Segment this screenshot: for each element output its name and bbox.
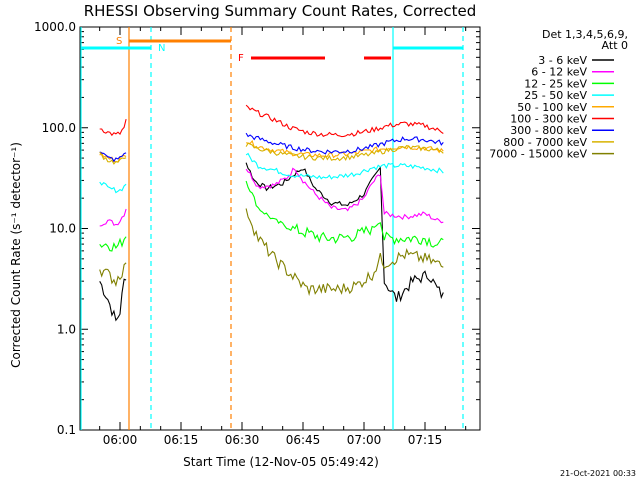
series-line-6 xyxy=(245,132,444,155)
y-tick-label: 1000.0 xyxy=(34,20,76,34)
legend-header: Att 0 xyxy=(602,39,628,52)
series-line-5 xyxy=(245,104,444,138)
legend-header: Det 1,3,4,5,6,9, xyxy=(542,28,628,41)
y-axis-label: Corrected Count Rate (s⁻¹ detector⁻¹) xyxy=(9,142,23,368)
x-axis-label: Start Time (12-Nov-05 05:49:42) xyxy=(183,455,379,469)
flag-label-s: S xyxy=(116,36,122,47)
legend-label: 6 - 12 keV xyxy=(531,66,587,79)
legend-label: 800 - 7000 keV xyxy=(503,136,587,149)
series-line-0 xyxy=(245,162,444,303)
series-line-2 xyxy=(99,236,127,252)
x-tick-label: 06:45 xyxy=(286,433,321,447)
series-line-7 xyxy=(99,151,127,165)
y-tick-label: 100.0 xyxy=(42,121,76,135)
series-line-3 xyxy=(99,181,127,194)
x-tick-label: 06:00 xyxy=(103,433,138,447)
plot-frame xyxy=(79,26,481,431)
axes: 0.1 1.0 10.0 100.0 1000.0 06:00 06:15 06:30 06:4… xyxy=(34,20,481,447)
flag-label-f: F xyxy=(238,53,244,64)
y-tick-label: 10.0 xyxy=(49,222,76,236)
x-tick-label: 07:00 xyxy=(347,433,382,447)
legend-label: 25 - 50 keV xyxy=(524,89,587,102)
series-line-0 xyxy=(99,278,127,322)
series-line-2 xyxy=(245,180,444,248)
series-line-7 xyxy=(245,142,444,162)
legend-label: 12 - 25 keV xyxy=(524,77,587,90)
legend-label: 100 - 300 keV xyxy=(510,113,587,126)
series-line-3 xyxy=(245,152,444,180)
legend-label: 7000 - 15000 keV xyxy=(489,148,587,161)
y-tick-label: 0.1 xyxy=(57,423,76,437)
legend-label: 50 - 100 keV xyxy=(517,101,587,114)
series-line-8 xyxy=(245,208,444,297)
y-tick-label: 1.0 xyxy=(57,322,76,336)
series-lines xyxy=(99,104,444,322)
legend-label: 3 - 6 keV xyxy=(538,54,587,67)
chart-marks: S N F xyxy=(80,27,464,430)
series-line-6 xyxy=(99,151,127,163)
series-line-1 xyxy=(245,167,444,224)
series-line-5 xyxy=(99,118,127,137)
flag-label-n: N xyxy=(158,43,165,54)
footer-timestamp: 21-Oct-2021 00:33 xyxy=(560,469,636,478)
x-tick-label: 07:15 xyxy=(408,433,443,447)
x-tick-label: 06:15 xyxy=(164,433,199,447)
x-tick-label: 06:30 xyxy=(225,433,260,447)
legend-label: 300 - 800 keV xyxy=(510,124,587,137)
series-line-1 xyxy=(99,208,127,227)
series-line-8 xyxy=(99,262,127,288)
chart-title: RHESSI Observing Summary Count Rates, Co… xyxy=(84,2,477,20)
